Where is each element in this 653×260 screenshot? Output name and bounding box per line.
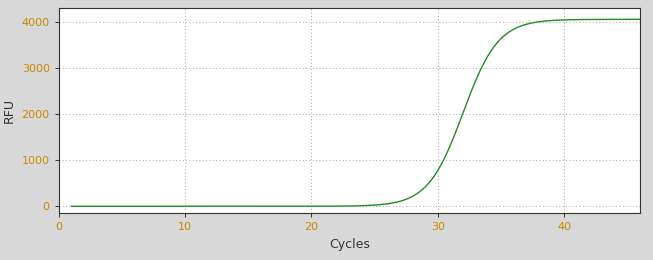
- X-axis label: Cycles: Cycles: [329, 238, 370, 251]
- Y-axis label: RFU: RFU: [3, 98, 16, 123]
